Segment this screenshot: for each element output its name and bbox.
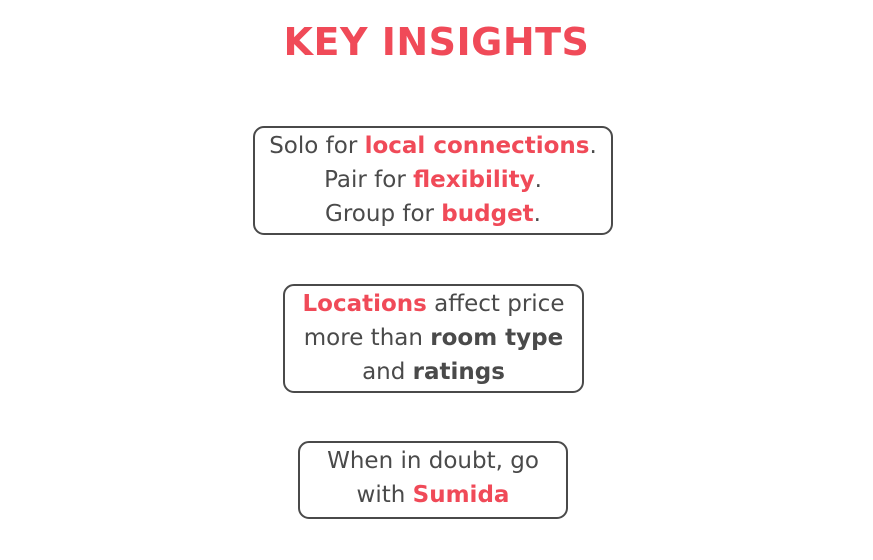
insight-line-sumida: with Sumida bbox=[300, 478, 566, 512]
insight-card-locations: Locations affect price more than room ty… bbox=[283, 284, 584, 393]
line-text: with bbox=[356, 482, 413, 508]
line-text: . bbox=[589, 133, 597, 159]
line-text: When in doubt, go bbox=[327, 448, 539, 474]
line-text: . bbox=[533, 201, 541, 227]
line-text: more than bbox=[303, 325, 431, 351]
highlight-text: flexibility bbox=[413, 167, 535, 193]
insight-card-recommendation: When in doubt, go with Sumida bbox=[298, 441, 568, 519]
insight-line-room-type: more than room type bbox=[285, 321, 582, 355]
highlight-text: Locations bbox=[302, 291, 427, 317]
emphasis-text: ratings bbox=[412, 359, 505, 385]
line-text: Solo for bbox=[269, 133, 365, 159]
line-text: and bbox=[362, 359, 413, 385]
insight-line-doubt: When in doubt, go bbox=[300, 444, 566, 478]
insight-line-ratings: and ratings bbox=[285, 355, 582, 389]
insight-line-group: Group for budget. bbox=[255, 197, 611, 231]
insight-line-locations: Locations affect price bbox=[285, 287, 582, 321]
emphasis-text: room type bbox=[430, 325, 564, 351]
highlight-text: local connections bbox=[364, 133, 590, 159]
insight-line-pair: Pair for flexibility. bbox=[255, 163, 611, 197]
page-title: KEY INSIGHTS bbox=[283, 20, 590, 64]
line-text: affect price bbox=[426, 291, 565, 317]
highlight-text: budget bbox=[441, 201, 534, 227]
line-text: . bbox=[534, 167, 542, 193]
highlight-text: Sumida bbox=[412, 482, 510, 508]
insight-line-solo: Solo for local connections. bbox=[255, 129, 611, 163]
insight-card-travel-style: Solo for local connections. Pair for fle… bbox=[253, 126, 613, 235]
line-text: Pair for bbox=[324, 167, 414, 193]
line-text: Group for bbox=[325, 201, 442, 227]
